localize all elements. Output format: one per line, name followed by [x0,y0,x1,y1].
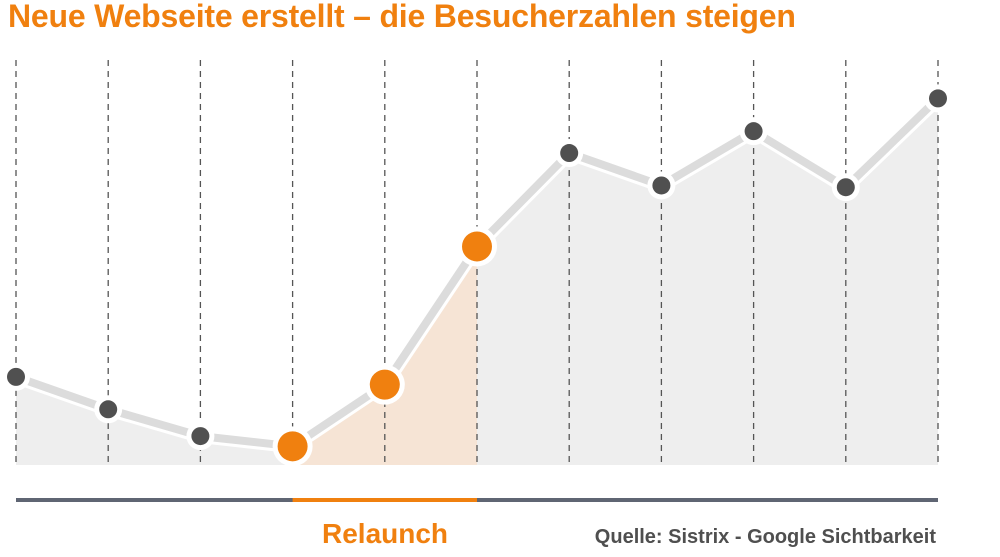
data-point [191,427,210,446]
data-point-highlight [462,231,492,262]
data-point [652,176,671,195]
data-point-highlight [369,369,400,400]
data-point [99,400,118,419]
data-point-highlight [277,431,308,462]
relaunch-label: Relaunch [322,518,449,549]
data-point [744,122,763,141]
points-layer [2,84,952,467]
chart-title: Neue Webseite erstellt – die Besucherzah… [8,0,796,34]
data-point [929,89,947,108]
data-point [836,178,855,197]
source-label: Quelle: Sistrix - Google Sichtbarkeit [594,526,936,548]
area-highlight-fill [292,246,477,465]
data-point [560,144,579,163]
data-point [7,367,25,386]
